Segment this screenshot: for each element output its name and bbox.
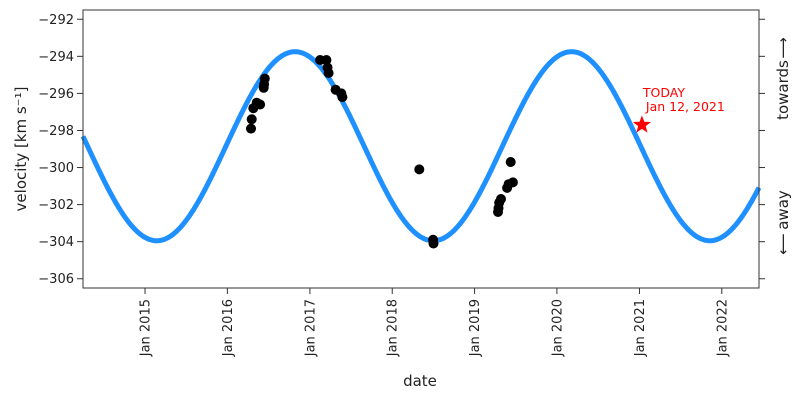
data-point <box>321 55 332 65</box>
x-tick-label: Jan 2019 <box>468 299 483 357</box>
plot-frame <box>82 9 760 289</box>
y-tick-label: −294 <box>38 50 74 65</box>
right-arrow-away-icon: ⟵ <box>774 233 792 255</box>
data-point <box>505 157 516 167</box>
data-point <box>246 114 257 125</box>
data-point <box>323 68 334 78</box>
model-curve-line <box>80 49 762 244</box>
y-tick-label: −296 <box>38 87 74 102</box>
x-tick-label: Jan 2018 <box>386 299 401 357</box>
x-axis-ticks: Jan 2015 Jan 2016 Jan 2017 Jan 2018 Jan 2019… <box>139 288 730 357</box>
y-tick-label: −300 <box>38 161 74 176</box>
data-point <box>337 92 348 103</box>
today-marker-layer <box>632 115 651 133</box>
y-tick-label: −306 <box>38 272 74 287</box>
data-point <box>255 99 266 110</box>
data-point <box>414 164 425 175</box>
right-axis-label: ⟶ towards away ⟵ <box>774 37 792 255</box>
data-point <box>507 177 518 188</box>
data-points-layer <box>246 55 518 249</box>
y-tick-label: −302 <box>38 198 74 213</box>
x-tick-label: Jan 2022 <box>715 299 730 357</box>
y-axis-label: velocity [km s⁻¹] <box>12 87 30 212</box>
right-axis-ticks <box>759 18 765 280</box>
y-tick-label: −298 <box>38 124 74 139</box>
x-tick-label: Jan 2021 <box>633 299 648 357</box>
x-tick-label: Jan 2020 <box>550 299 565 357</box>
x-tick-label: Jan 2015 <box>139 299 154 357</box>
data-point <box>259 73 270 84</box>
y-axis-ticks: −292 −294 −296 −298 −300 −302 −304 −306 <box>38 13 83 287</box>
y-tick-label: −292 <box>38 13 74 28</box>
x-tick-label: Jan 2016 <box>221 299 236 357</box>
today-date-label: Jan 12, 2021 <box>645 99 725 114</box>
x-axis-label: date <box>403 372 437 390</box>
x-tick-label: Jan 2017 <box>303 299 318 357</box>
data-point <box>496 194 506 204</box>
y-tick-label: −304 <box>38 235 74 250</box>
model-curve-layer <box>80 49 762 244</box>
today-label: TODAY <box>642 85 685 100</box>
data-point <box>428 238 439 249</box>
data-point <box>246 123 256 134</box>
today-star-icon <box>632 115 651 133</box>
right-arrow-towards-icon: ⟶ <box>774 37 792 59</box>
right-label-away: away <box>774 190 792 230</box>
right-label-towards: towards <box>774 60 792 120</box>
